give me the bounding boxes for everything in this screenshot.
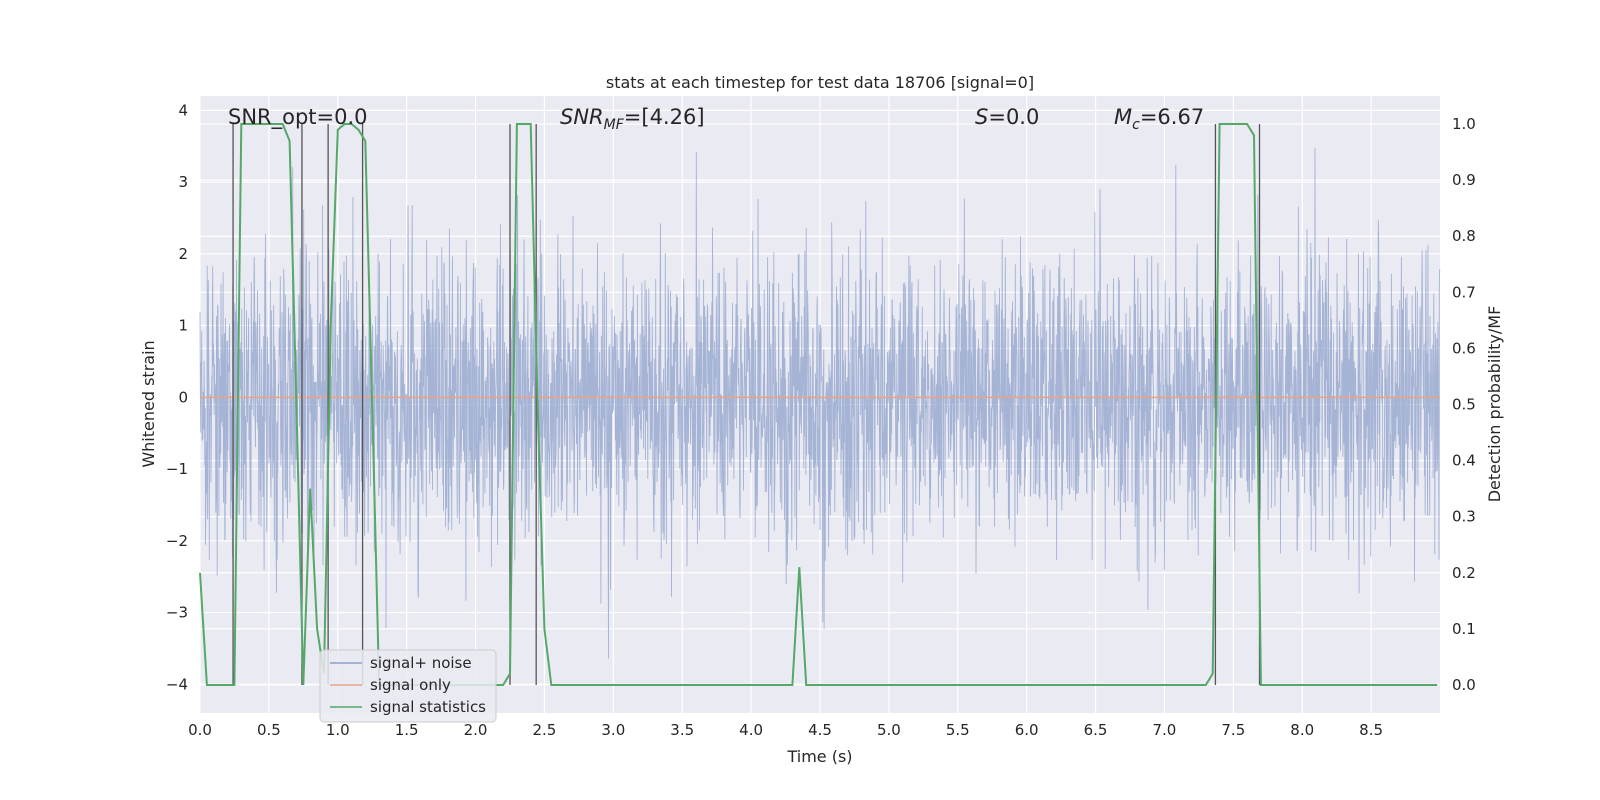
y-right-tick-label: 0.0: [1452, 676, 1476, 694]
x-tick-label: 5.0: [877, 721, 901, 739]
y-right-tick-label: 0.4: [1452, 452, 1476, 470]
x-tick-label: 8.5: [1359, 721, 1383, 739]
y-left-tick-label: 2: [178, 245, 188, 263]
y-axis-right-label: Detection probability/MF: [1485, 306, 1504, 503]
detection-vlines: [232, 124, 1261, 685]
y-right-tick-label: 0.3: [1452, 508, 1476, 526]
y-right-tick-label: 0.1: [1452, 620, 1476, 638]
x-tick-label: 6.5: [1084, 721, 1108, 739]
x-tick-label: 4.5: [808, 721, 832, 739]
y-right-tick-label: 1.0: [1452, 115, 1476, 133]
legend-label-statistics: signal statistics: [370, 698, 486, 716]
x-tick-label: 1.5: [395, 721, 419, 739]
y-right-tick-label: 0.9: [1452, 171, 1476, 189]
annotation-s: S=0.0: [975, 105, 1039, 129]
x-tick-label: 1.0: [326, 721, 350, 739]
y-left-tick-label: −2: [166, 532, 188, 550]
y-left-tick-label: −1: [166, 460, 188, 478]
x-tick-label: 0.5: [257, 721, 281, 739]
annotation-snr-opt: SNR_opt=0.0: [228, 105, 368, 130]
x-tick-label: 5.5: [946, 721, 970, 739]
x-tick-label: 2.0: [464, 721, 488, 739]
legend-box: [319, 649, 497, 723]
signal-noise-series: [199, 147, 1441, 659]
x-axis-label: Time (s): [786, 747, 852, 766]
y-right-tick-label: 0.8: [1452, 227, 1476, 245]
annotation-snr-mf: SNRMF=[4.26]: [560, 105, 705, 133]
x-tick-label: 2.5: [533, 721, 557, 739]
chart-title: stats at each timestep for test data 187…: [606, 73, 1034, 92]
x-tick-label: 0.0: [188, 721, 212, 739]
y-right-tick-label: 0.2: [1452, 564, 1476, 582]
tick-labels: 0.0 0.5 1.0 1.5 2.0 2.5 3.0 3.5 4.0 4.5 5.0 5.5 6.0 6…: [166, 101, 1476, 739]
x-tick-label: 3.0: [601, 721, 625, 739]
x-tick-label: 4.0: [739, 721, 763, 739]
x-tick-label: 7.0: [1153, 721, 1177, 739]
y-left-tick-label: −4: [166, 675, 188, 693]
y-right-tick-label: 0.7: [1452, 283, 1476, 301]
y-axis-left-label: Whitened strain: [139, 340, 158, 467]
y-left-tick-label: 3: [178, 173, 188, 191]
annotation-mc: Mc=6.67: [1114, 105, 1204, 133]
y-right-tick-label: 0.6: [1452, 339, 1476, 357]
y-left-tick-label: 1: [178, 317, 188, 335]
y-left-tick-label: 4: [178, 101, 188, 119]
y-left-tick-label: 0: [178, 388, 188, 406]
x-tick-label: 8.0: [1290, 721, 1314, 739]
y-right-tick-label: 0.5: [1452, 396, 1476, 414]
legend-label-signal-only: signal only: [370, 676, 451, 694]
legend-label-noise: signal+ noise: [370, 654, 472, 672]
x-tick-label: 6.0: [1015, 721, 1039, 739]
y-left-tick-label: −3: [166, 604, 188, 622]
x-tick-label: 3.5: [670, 721, 694, 739]
signal-noise-line: [199, 147, 1441, 659]
legend: signal+ noise signal only signal statist…: [319, 649, 497, 723]
x-tick-label: 7.5: [1221, 721, 1245, 739]
